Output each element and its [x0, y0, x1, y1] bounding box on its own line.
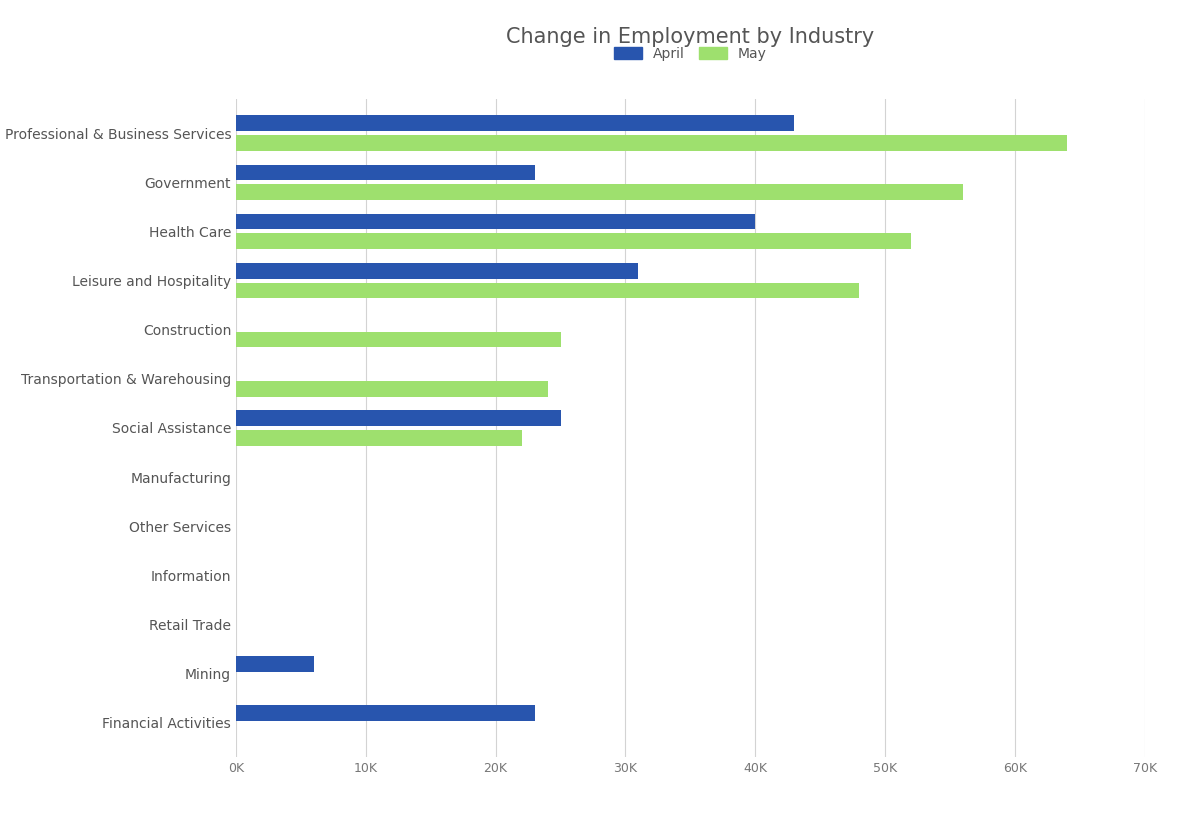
Bar	[236, 381, 548, 397]
Bar	[236, 705, 535, 721]
Title: Change in Employment by Industry: Change in Employment by Industry	[506, 27, 874, 47]
Bar	[236, 656, 314, 672]
Bar	[236, 135, 1067, 151]
Bar	[236, 165, 535, 180]
Bar	[236, 411, 560, 426]
Bar	[236, 430, 522, 445]
Bar	[236, 184, 963, 200]
Bar	[236, 282, 859, 298]
Bar	[236, 115, 794, 131]
Bar	[236, 332, 560, 347]
Bar	[236, 263, 638, 279]
Bar	[236, 214, 755, 230]
Bar	[236, 234, 911, 249]
Legend: April, May: April, May	[608, 40, 773, 67]
